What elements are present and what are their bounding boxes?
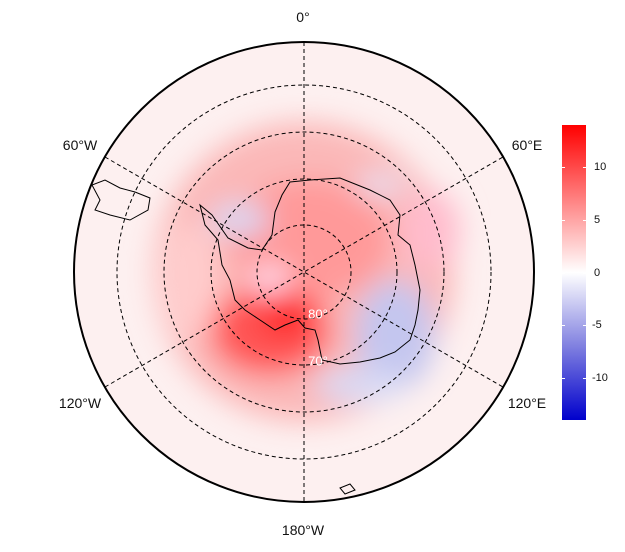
colorbar-tick-mark bbox=[562, 219, 565, 221]
colorbar-tick-label: 0 bbox=[594, 266, 601, 279]
colorbar-tick-label: 10 bbox=[594, 161, 607, 174]
new-zealand-coastline bbox=[339, 483, 356, 495]
colorbar-tick-mark bbox=[562, 167, 565, 169]
colorbar-tick-mark bbox=[583, 167, 586, 169]
colorbar bbox=[562, 125, 586, 420]
lon-label-120e: 120°E bbox=[507, 395, 547, 411]
colorbar-tick-label: -5 bbox=[592, 319, 602, 332]
lon-label-180w: 180°W bbox=[281, 522, 325, 538]
graticule bbox=[104, 42, 504, 502]
colorbar-tick-mark bbox=[583, 377, 586, 379]
antarctica-coastline bbox=[199, 177, 421, 365]
colorbar-tick-label: -10 bbox=[592, 371, 608, 384]
anomaly-field bbox=[74, 42, 534, 502]
colorbar-tick-mark bbox=[562, 325, 565, 327]
colorbar-tick-mark bbox=[583, 325, 586, 327]
lon-label-60w: 60°W bbox=[62, 137, 98, 153]
lat-label-80: 80° bbox=[308, 306, 328, 322]
lon-label-60e: 60°E bbox=[511, 137, 543, 153]
colorbar-tick-mark bbox=[562, 272, 565, 274]
south-america-coastline bbox=[91, 179, 151, 221]
lon-label-0: 0° bbox=[296, 9, 310, 25]
colorbar-tick-label: 5 bbox=[594, 213, 601, 226]
lat-label-70: 70° bbox=[308, 353, 328, 369]
colorbar-tick-mark bbox=[562, 377, 565, 379]
colorbar-tick-mark bbox=[583, 219, 586, 221]
colorbar-tick-mark bbox=[583, 272, 586, 274]
map-boundary bbox=[73, 41, 535, 503]
lon-label-120w: 120°W bbox=[58, 395, 102, 411]
